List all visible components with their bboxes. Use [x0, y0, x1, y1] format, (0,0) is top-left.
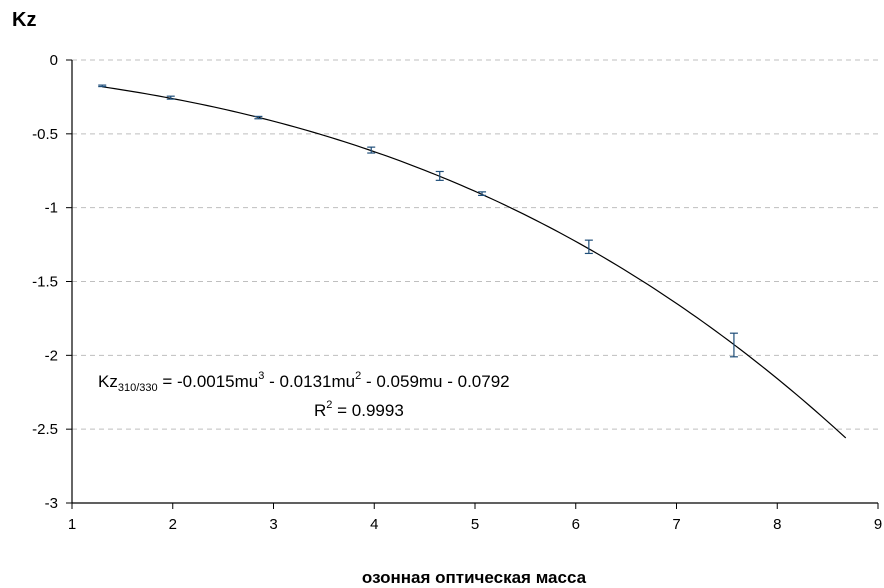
- y-tick-label: -1.5: [32, 274, 58, 291]
- y-tick-label: 0: [50, 52, 58, 69]
- error-bar-point: [584, 239, 593, 255]
- trendline-curve: [102, 86, 847, 439]
- x-tick-label: 4: [370, 516, 378, 533]
- y-tick-label: -2.5: [32, 421, 58, 438]
- r-squared-value: = 0.9993: [332, 401, 403, 420]
- equation-prefix: Kz: [98, 372, 118, 391]
- error-bar-point: [729, 332, 738, 358]
- x-tick-label: 7: [672, 516, 680, 533]
- y-tick-label: -2: [45, 347, 58, 364]
- y-tick-labels: 0 -0.5 -1 -1.5 -2 -2.5 -3: [32, 52, 58, 512]
- x-tick-label: 3: [269, 516, 277, 533]
- error-bars: [98, 84, 738, 358]
- error-bar-point: [367, 146, 376, 154]
- r-squared-superscript: 2: [326, 399, 332, 411]
- x-tick-label: 8: [773, 516, 781, 533]
- y-tick-label: -0.5: [32, 126, 58, 143]
- error-bar-point: [435, 170, 444, 181]
- r-squared: R2 = 0.9993: [314, 399, 404, 420]
- y-axis-title: Kz: [12, 9, 36, 31]
- y-tick-label: -1: [45, 200, 58, 217]
- error-bar-point: [478, 191, 487, 197]
- x-tick-label: 6: [572, 516, 580, 533]
- equation-superscript-1: 3: [258, 370, 264, 382]
- equation-middle: - 0.0131mu: [264, 372, 355, 391]
- error-bar-point: [254, 115, 263, 120]
- axes: [66, 59, 879, 509]
- r-squared-prefix: R: [314, 401, 326, 420]
- x-axis-title: озонная оптическая масса: [362, 568, 587, 587]
- equation-tail: - 0.059mu - 0.0792: [361, 372, 509, 391]
- equation-superscript-2: 2: [355, 370, 361, 382]
- x-tick-label: 2: [169, 516, 177, 533]
- x-tick-label: 1: [68, 516, 76, 533]
- equation-subscript: 310/330: [118, 382, 158, 394]
- x-tick-labels: 1 2 3 4 5 6 7 8 9: [68, 516, 882, 533]
- error-bar-point: [166, 95, 175, 100]
- x-tick-label: 9: [874, 516, 882, 533]
- x-tick-label: 5: [471, 516, 479, 533]
- equation-body: = -0.0015mu: [158, 372, 259, 391]
- trendline-equation: Kz310/330 = -0.0015mu3 - 0.0131mu2 - 0.0…: [98, 370, 510, 394]
- y-tick-label: -3: [45, 495, 58, 512]
- error-bar-point: [98, 84, 107, 88]
